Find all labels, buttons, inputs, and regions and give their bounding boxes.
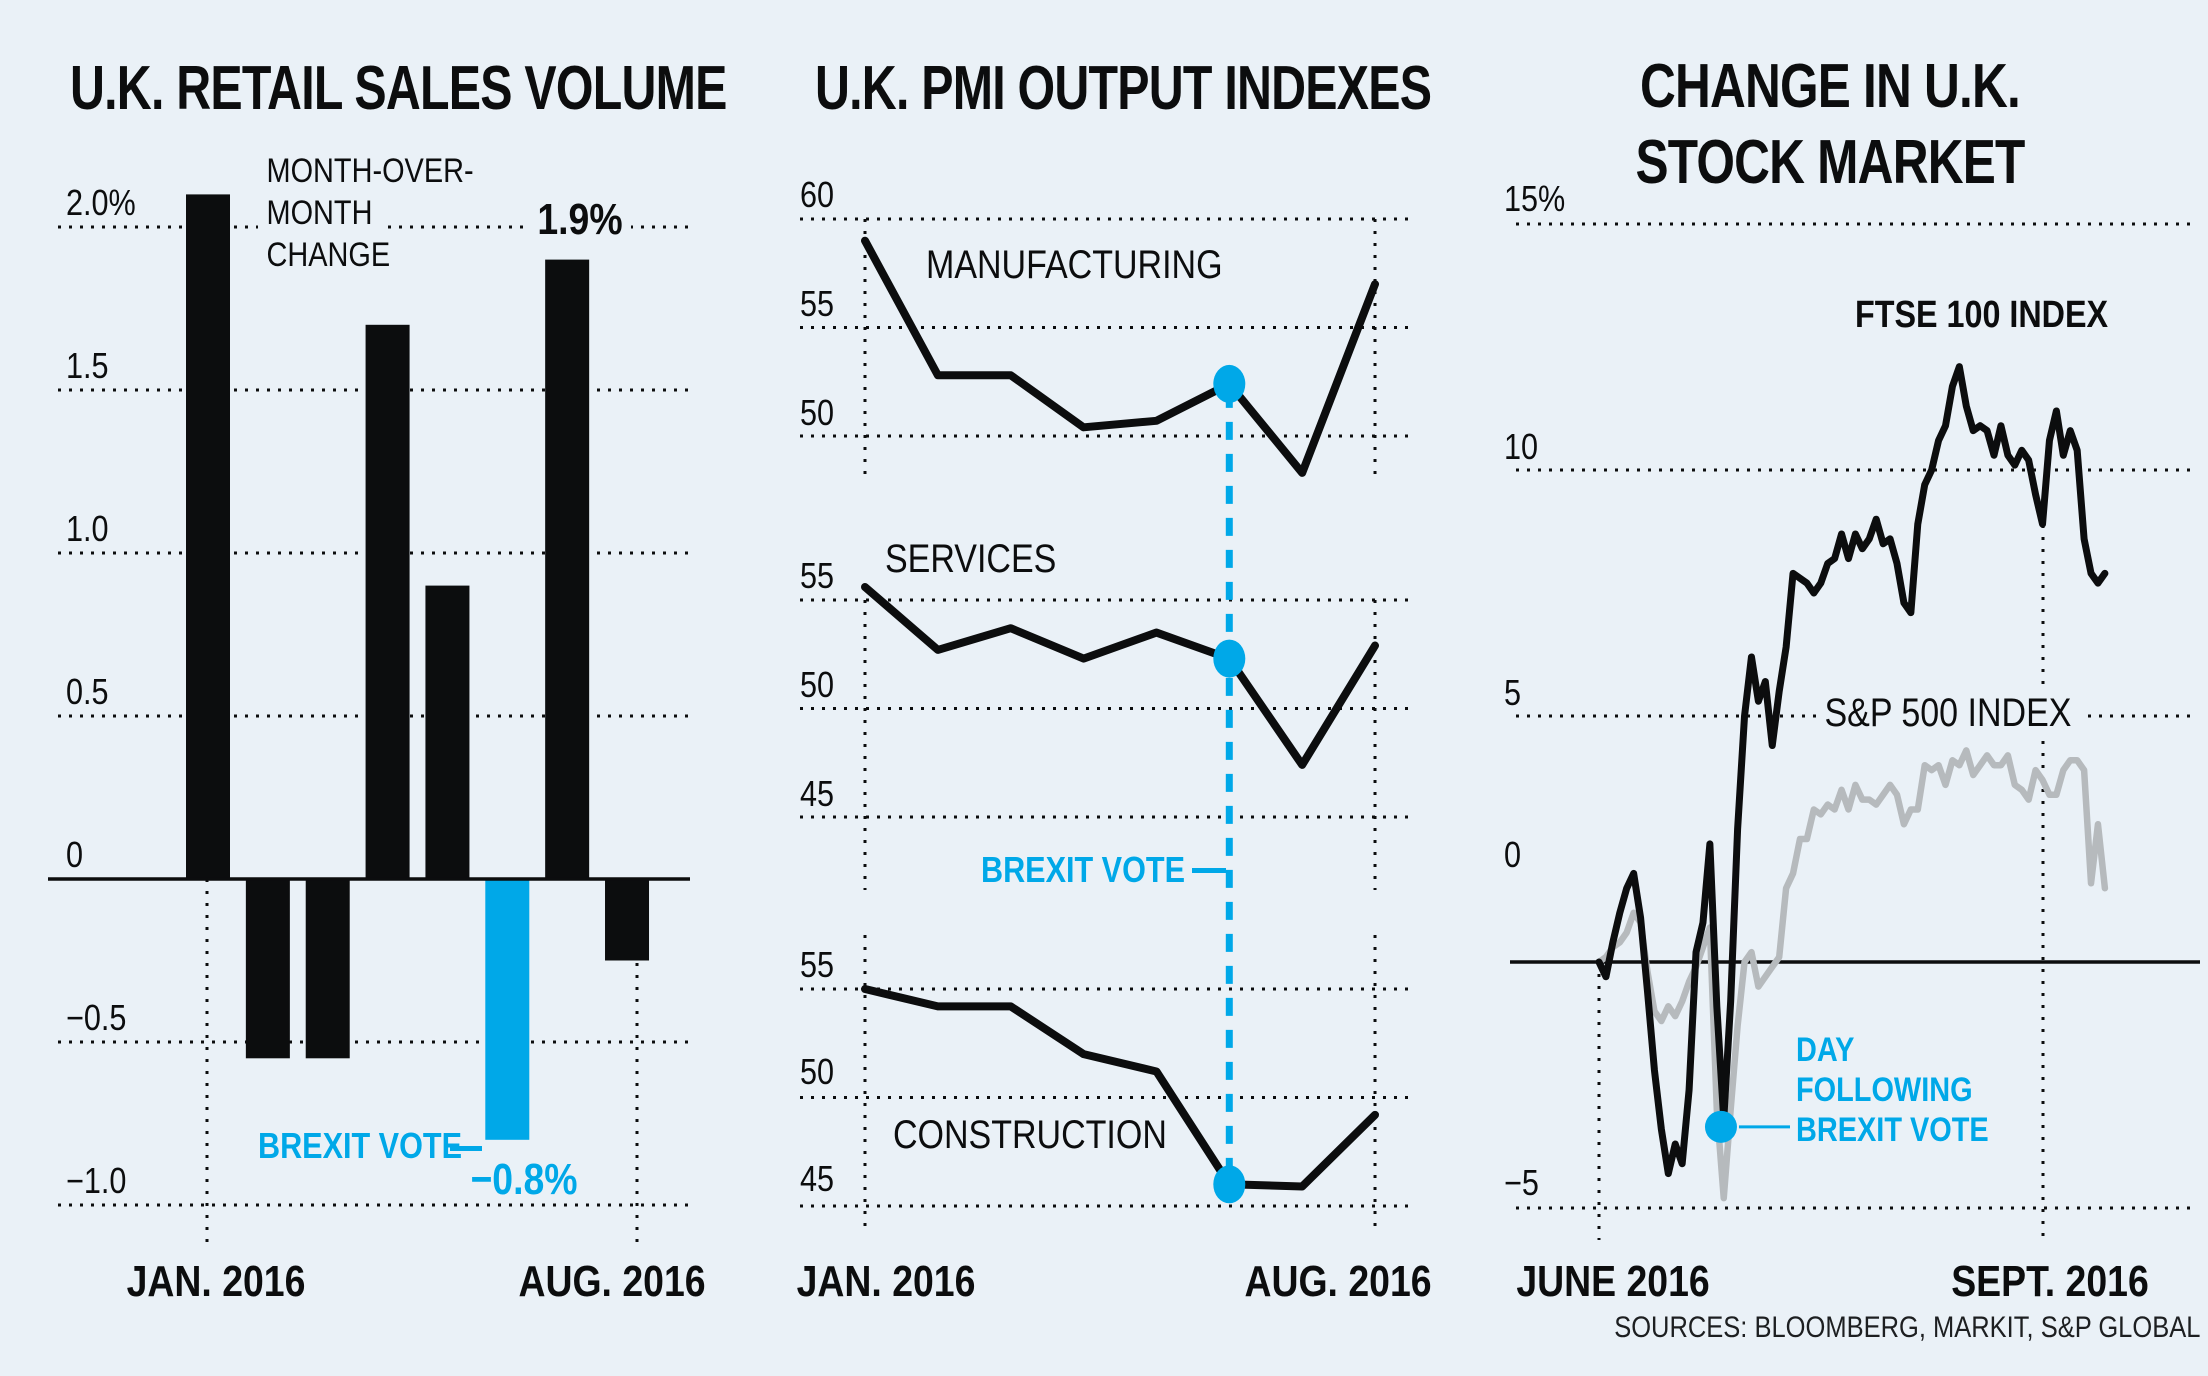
pmi-chart-title: U.K. PMI OUTPUT INDEXES: [815, 54, 1432, 123]
retail-bar-1: [186, 194, 230, 879]
stock-sp500-series-label: S&P 500 INDEX: [1816, 690, 2080, 736]
retail-xlabel-aug: AUG. 2016: [518, 1257, 706, 1306]
retail-ytick-0.5: 0.5: [66, 671, 109, 712]
stock-ytick-0: 0: [1504, 834, 1522, 875]
retail-brexit-callout-dash: [450, 1146, 482, 1151]
pmi-mfg-ytick-60: 60: [800, 174, 835, 215]
pmi-brexit-dot-panel2: [1213, 1165, 1246, 1204]
retail-bar-7: [545, 259, 590, 880]
pmi-manufacturing-label: MANUFACTURING: [926, 243, 1223, 287]
stock-line-ftse100: [1595, 363, 2109, 1178]
retail-bar-8: [605, 879, 650, 961]
retail-brexit-vote-label: BREXIT VOTE: [257, 1125, 462, 1166]
retail-chart-title: U.K. RETAIL SALES VOLUME: [70, 54, 727, 123]
pmi-brexit-callout-dash: [1192, 868, 1226, 873]
retail-peak-value-label: 1.9%: [528, 196, 632, 244]
pmi-xlabel-jan: JAN. 2016: [796, 1257, 976, 1306]
stock-line-sp500: [1595, 747, 2109, 1202]
pmi-line-construction: [861, 985, 1380, 1191]
pmi-brexit-vote-label: BREXIT VOTE: [980, 849, 1185, 890]
pmi-line-manufacturing: [861, 236, 1380, 477]
stock-brexit-day-dot: [1704, 1110, 1737, 1143]
retail-ytick-0: 0: [66, 834, 84, 875]
retail-bar-5: [425, 585, 470, 879]
stock-chart-title-line1: CHANGE IN U.K.: [1639, 52, 2021, 121]
stock-xlabel-june: JUNE 2016: [1516, 1257, 1710, 1306]
pmi-con-ytick-55: 55: [800, 944, 835, 985]
pmi-services-label: SERVICES: [885, 537, 1057, 581]
retail-xlabel-jan: JAN. 2016: [126, 1257, 306, 1306]
pmi-construction-label: CONSTRUCTION: [893, 1113, 1167, 1157]
stock-annotation-line2: FOLLOWING: [1796, 1071, 1973, 1109]
stock-ftse-series-label: FTSE 100 INDEX: [1855, 294, 2109, 336]
pmi-mfg-ytick-50: 50: [800, 392, 835, 433]
pmi-brexit-dot-panel0: [1213, 364, 1246, 403]
retail-ytick-2.0: 2.0%: [66, 182, 136, 223]
pmi-line-services: [861, 582, 1380, 769]
retail-bar-2: [245, 879, 290, 1059]
retail-bar-4: [365, 324, 410, 879]
retail-ytick-neg0.5: −0.5: [66, 997, 127, 1038]
stock-ytick-5: 5: [1504, 672, 1522, 713]
pmi-svc-ytick-50: 50: [800, 664, 835, 705]
pmi-svc-ytick-45: 45: [800, 773, 835, 814]
pmi-con-ytick-45: 45: [800, 1158, 835, 1199]
pmi-mfg-ytick-55: 55: [800, 283, 835, 324]
retail-annotation-line1: MONTH-OVER-: [258, 150, 483, 192]
pmi-con-ytick-50: 50: [800, 1051, 835, 1092]
retail-annotation-line2: MONTH: [258, 192, 381, 234]
retail-annotation-line3: CHANGE: [258, 234, 399, 276]
stock-ytick-10: 10: [1504, 426, 1539, 467]
stock-ytick-neg5: −5: [1504, 1162, 1539, 1203]
retail-brexit-value-label: −0.8%: [470, 1155, 578, 1204]
sources-credit: SOURCES: BLOOMBERG, MARKIT, S&P GLOBAL: [1614, 1311, 2201, 1344]
stock-ytick-15: 15%: [1504, 178, 1566, 219]
pmi-svc-ytick-55: 55: [800, 555, 835, 596]
retail-bar-3: [305, 879, 350, 1059]
retail-ytick-neg1.0: −1.0: [66, 1160, 127, 1201]
pmi-xlabel-aug: AUG. 2016: [1244, 1257, 1432, 1306]
stock-xlabel-sept: SEPT. 2016: [1951, 1257, 2149, 1306]
stock-annotation-line3: BREXIT VOTE: [1796, 1111, 1989, 1149]
retail-bar-highlight-brexit: [485, 879, 530, 1140]
pmi-brexit-dot-panel1: [1213, 639, 1246, 678]
retail-ytick-1.5: 1.5: [66, 345, 109, 386]
stock-annotation-line1: DAY: [1796, 1031, 1855, 1069]
stock-chart-title-line2: STOCK MARKET: [1635, 128, 2025, 197]
retail-ytick-1.0: 1.0: [66, 508, 109, 549]
